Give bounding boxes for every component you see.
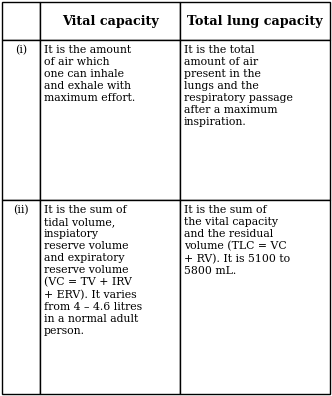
- Bar: [180, 2, 330, 40]
- Text: (ii): (ii): [13, 205, 29, 215]
- Text: Vital capacity: Vital capacity: [62, 15, 158, 27]
- Text: Total lung capacity: Total lung capacity: [187, 15, 323, 27]
- Bar: [2, 2, 40, 40]
- Text: It is the sum of
tidal volume,
inspiatory
reserve volume
and expiratory
reserve : It is the sum of tidal volume, inspiator…: [44, 205, 142, 336]
- Bar: [180, 200, 330, 394]
- Text: It is the total
amount of air
present in the
lungs and the
respiratory passage
a: It is the total amount of air present in…: [184, 45, 293, 127]
- Text: It is the amount
of air which
one can inhale
and exhale with
maximum effort.: It is the amount of air which one can in…: [44, 45, 135, 103]
- Bar: [2, 40, 40, 200]
- Text: It is the sum of
the vital capacity
and the residual
volume (TLC = VC
+ RV). It : It is the sum of the vital capacity and …: [184, 205, 290, 276]
- Bar: [40, 2, 180, 40]
- Bar: [40, 40, 180, 200]
- Bar: [180, 40, 330, 200]
- Bar: [2, 200, 40, 394]
- Bar: [40, 200, 180, 394]
- Text: (i): (i): [15, 45, 27, 55]
